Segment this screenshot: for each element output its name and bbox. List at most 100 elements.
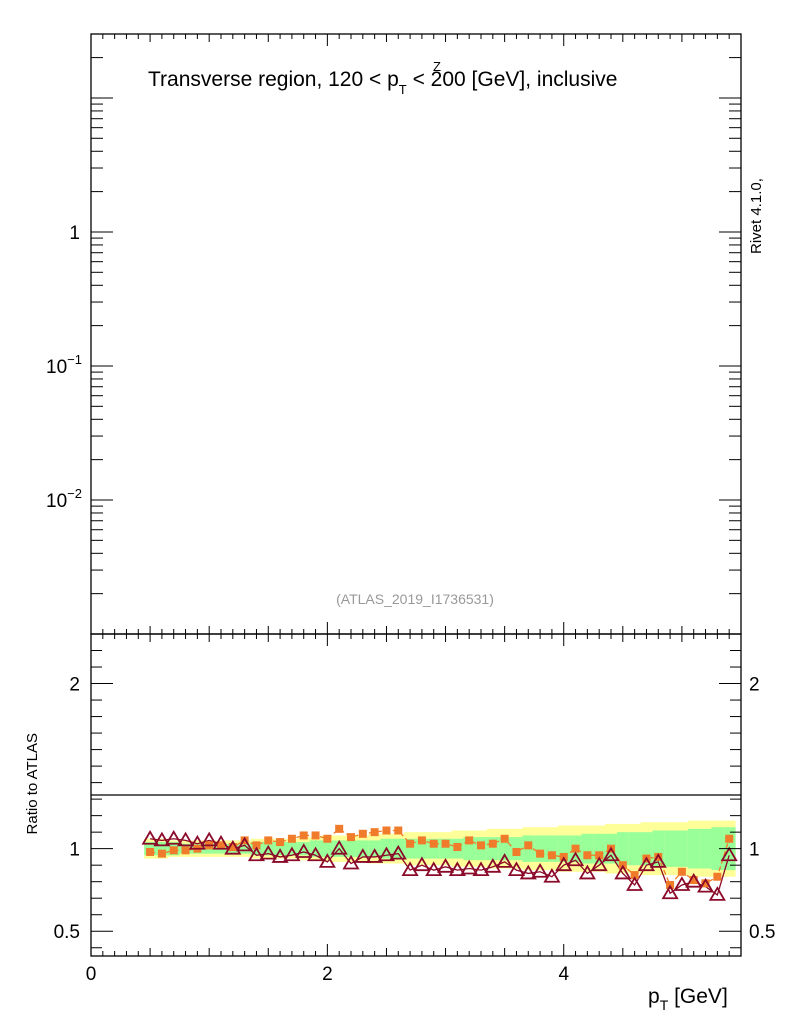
data-point [295, 843, 313, 858]
data-point [200, 831, 218, 847]
data-point [583, 851, 592, 860]
title-sub: T [399, 82, 407, 97]
data-point [536, 849, 545, 858]
data-point [283, 846, 301, 862]
data-point [236, 836, 254, 852]
inner-band-bin [664, 830, 677, 867]
y-tick-label: 1 [69, 223, 80, 244]
data-point [347, 833, 355, 842]
inner-band-bin [699, 828, 712, 869]
data-point [252, 841, 261, 850]
inner-band-bin [345, 840, 358, 857]
data-point [425, 861, 443, 877]
data-point [571, 844, 580, 853]
data-point [708, 886, 726, 901]
data-point [306, 846, 325, 862]
ratio-y-label: Ratio to ATLAS [24, 733, 41, 834]
data-point [500, 834, 509, 843]
data-point [264, 836, 273, 845]
upper-frame [90, 33, 742, 635]
y-tick-label: 10−2 [46, 486, 82, 512]
inner-band-bin [687, 828, 701, 869]
data-point [472, 861, 490, 877]
inner-band-bin [616, 832, 630, 866]
data-point [366, 848, 384, 863]
data-point [578, 864, 596, 880]
upper-y-tick-labels: 1 10−1 10−2 [46, 223, 82, 512]
data-point [401, 861, 419, 877]
title-tail: < 200 [GeV], inclusive [407, 68, 618, 91]
data-point [555, 856, 573, 872]
data-point [614, 864, 632, 880]
data-point [626, 876, 644, 891]
data-point [153, 831, 171, 847]
data-point [188, 834, 206, 850]
data-point [330, 839, 348, 855]
title-main: Transverse region, 120 < p [148, 68, 399, 91]
data-point [377, 846, 396, 862]
data-point [181, 846, 190, 855]
data-point [507, 861, 526, 877]
data-point [382, 826, 391, 835]
data-point [566, 851, 585, 867]
data-point [547, 851, 556, 860]
data-point [484, 858, 502, 873]
inner-band-bin [711, 827, 724, 871]
data-point [370, 828, 379, 837]
data-point [496, 853, 514, 868]
data-point [453, 843, 462, 852]
x-label-tail: [GeV] [668, 985, 728, 1008]
ratio-y-tick-labels: 0.5 0.5 1 1 2 2 [54, 675, 776, 944]
data-point [677, 867, 686, 876]
data-point [323, 834, 332, 843]
inner-band-bin [628, 832, 642, 866]
data-point [602, 846, 620, 862]
data-point [413, 856, 431, 872]
data-point [224, 839, 242, 855]
data-point [713, 872, 722, 881]
data-point [417, 836, 426, 845]
x-tick-labels: 0 2 4 [86, 964, 570, 985]
data-point [701, 879, 710, 888]
data-point [543, 867, 561, 883]
x-tick-label: 0 [86, 964, 97, 985]
data-point [406, 839, 415, 848]
data-point [460, 859, 478, 875]
series-markers [141, 824, 738, 901]
data-point [590, 856, 608, 872]
data-point [661, 884, 679, 900]
upper-panel: 1 10−1 10−2 Transverse region, 120 < pT < … [46, 33, 742, 635]
data-point [287, 834, 296, 843]
watermark: (ATLAS_2019_I1736531) [336, 591, 494, 607]
data-point [689, 876, 698, 885]
data-point [429, 839, 438, 848]
data-point [720, 846, 738, 862]
data-point [318, 853, 336, 868]
data-point [169, 846, 178, 855]
data-point [448, 861, 466, 877]
data-point [146, 847, 155, 856]
inner-band-bin [321, 840, 334, 857]
x-label-main: p [648, 985, 660, 1008]
data-point [299, 831, 308, 840]
data-point [335, 824, 344, 833]
inner-band-bin [676, 830, 689, 867]
x-tick-label: 4 [558, 964, 569, 985]
data-point [271, 848, 289, 863]
data-point [276, 838, 285, 847]
ratio-y-tick-label: 0.5 [54, 922, 80, 943]
data-point [358, 829, 367, 838]
title-superscript: Z [433, 59, 441, 74]
data-point [673, 876, 691, 891]
data-point [217, 841, 225, 850]
data-point [389, 844, 407, 860]
data-point [176, 831, 195, 847]
data-point [441, 839, 450, 848]
ratio-y-tick-label-right: 0.5 [749, 922, 775, 943]
data-point [157, 849, 166, 858]
data-point [488, 839, 497, 848]
x-tick-label: 2 [322, 964, 333, 985]
ratio-y-tick-label: 1 [69, 840, 80, 861]
data-point [212, 834, 230, 850]
